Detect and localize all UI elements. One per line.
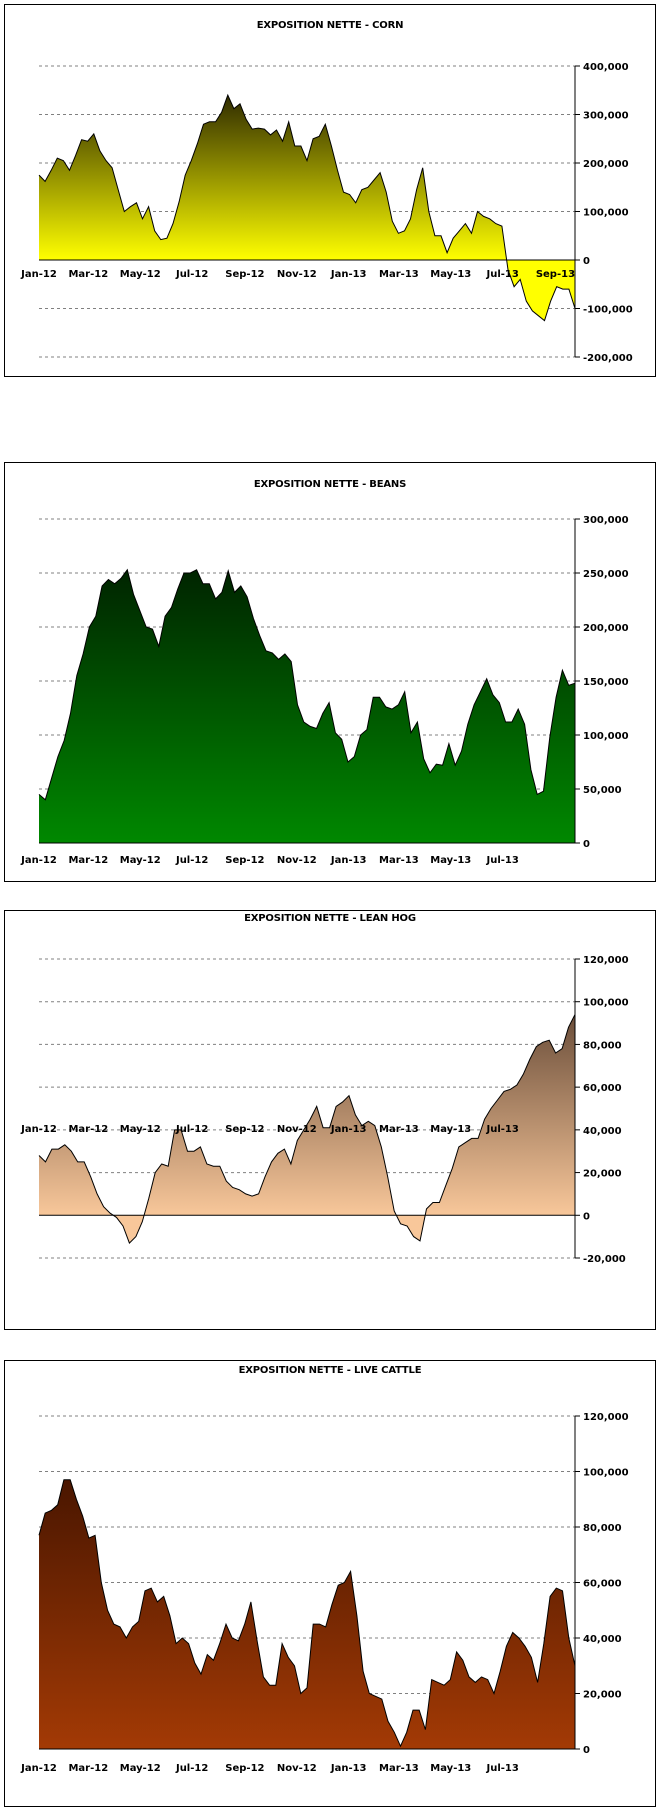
y-tick-label: 300,000 [583,111,629,122]
x-tick-label: Sep-12 [225,269,264,280]
x-tick-label: May-13 [430,1763,471,1774]
x-tick-label: May-12 [120,1763,161,1774]
y-tick-label: 0 [583,1211,590,1222]
x-tick-label: Jul-13 [486,1124,519,1135]
y-tick-label: 250,000 [583,569,629,580]
y-tick-label: 100,000 [583,731,629,742]
x-tick-label: Jan-12 [20,855,57,866]
x-tick-label: Jan-12 [20,1763,57,1774]
x-tick-label: May-13 [430,1124,471,1135]
corn-chart-panel: EXPOSITION NETTE - CORN 400,000 300,000 200… [4,4,656,377]
live-cattle-chart-panel: EXPOSITION NETTE - LIVE CATTLE 120,000 100… [4,1360,656,1807]
x-tick-label: Jan-12 [20,269,57,280]
x-tick-label: Mar-12 [68,855,108,866]
y-tick-label: 200,000 [583,623,629,634]
y-tick-label: 20,000 [583,1690,622,1701]
y-tick-label: 80,000 [583,1523,622,1534]
y-tick-label: -200,000 [583,353,633,364]
y-tick-label: 200,000 [583,159,629,170]
y-tick-label: 100,000 [583,1468,629,1479]
x-tick-label: Jul-13 [486,1763,519,1774]
y-tick-label: 40,000 [583,1126,622,1137]
x-tick-label: Mar-12 [68,1763,108,1774]
x-tick-label: May-13 [430,855,471,866]
y-tick-label: 120,000 [583,1412,629,1423]
x-tick-label: Nov-12 [277,1124,317,1135]
y-tick-label: 100,000 [583,208,629,219]
x-tick-label: Nov-12 [277,855,317,866]
live-cattle-net-exposure-area [39,1479,575,1749]
y-tick-label: 120,000 [583,955,629,966]
lean-hog-chart-panel: EXPOSITION NETTE - LEAN HOG 120,000 100,00… [4,910,656,1330]
x-tick-label: Nov-12 [277,269,317,280]
y-tick-label: -100,000 [583,305,633,316]
y-tick-label: 20,000 [583,1169,622,1180]
x-tick-label: May-12 [120,855,161,866]
y-tick-label: 0 [583,839,590,850]
x-tick-label: Jul-12 [175,1124,208,1135]
y-tick-label: 60,000 [583,1579,622,1590]
x-tick-label: Jul-12 [175,269,208,280]
x-tick-label: Mar-12 [68,269,108,280]
x-tick-label: Jan-13 [330,1124,367,1135]
x-tick-label: May-12 [120,269,161,280]
beans-net-exposure-area [39,569,575,843]
lean-hog-net-exposure-line [38,1014,576,1245]
x-tick-label: Jul-12 [175,1763,208,1774]
x-tick-label: Mar-13 [379,855,419,866]
x-tick-label: May-13 [430,269,471,280]
live-cattle-net-exposure-line [38,1479,576,1748]
chart-title: EXPOSITION NETTE - BEANS [254,479,406,490]
x-tick-label: Jul-13 [486,855,519,866]
y-tick-label: 400,000 [583,62,629,73]
x-tick-label: May-12 [120,1124,161,1135]
y-tick-label: 40,000 [583,1634,622,1645]
x-tick-label: Jan-13 [330,1763,367,1774]
x-tick-label: Jan-13 [330,855,367,866]
corn-net-exposure-line [38,93,576,322]
y-tick-label: 0 [583,1745,590,1756]
chart-title: EXPOSITION NETTE - CORN [257,20,404,31]
x-tick-label: Sep-12 [225,1763,264,1774]
y-tick-label: 100,000 [583,998,629,1009]
y-tick-label: 0 [583,256,590,267]
beans-chart-panel: EXPOSITION NETTE - BEANS 300,000 250,000 20… [4,462,656,882]
x-tick-label: Jan-13 [330,269,367,280]
x-tick-label: Jul-12 [175,855,208,866]
y-tick-label: 300,000 [583,515,629,526]
chart-title: EXPOSITION NETTE - LEAN HOG [244,913,416,924]
corn-net-exposure-area [39,95,575,321]
beans-net-exposure-line [38,568,576,801]
x-tick-label: Jul-13 [486,269,519,280]
chart-title: EXPOSITION NETTE - LIVE CATTLE [239,1365,422,1376]
x-tick-label: Mar-13 [379,1763,419,1774]
beans-chart-svg: EXPOSITION NETTE - BEANS 300,000 250,000 20… [20,479,629,866]
x-tick-label: Mar-13 [379,1124,419,1135]
x-tick-label: Jan-12 [20,1124,57,1135]
x-tick-label: Sep-13 [536,269,575,280]
y-tick-label: -20,000 [583,1254,626,1265]
y-tick-label: 60,000 [583,1083,622,1094]
x-tick-label: Sep-12 [225,1124,264,1135]
lean-hog-chart-svg: EXPOSITION NETTE - LEAN HOG 120,000 100,00… [20,913,629,1265]
corn-chart-svg: EXPOSITION NETTE - CORN 400,000 300,000 200… [20,20,633,364]
x-tick-label: Nov-12 [277,1763,317,1774]
x-tick-label: Mar-13 [379,269,419,280]
x-tick-label: Mar-12 [68,1124,108,1135]
lean-hog-net-exposure-area [39,1014,575,1244]
y-tick-label: 150,000 [583,677,629,688]
x-tick-label: Sep-12 [225,855,264,866]
y-tick-label: 50,000 [583,785,622,796]
y-tick-label: 80,000 [583,1040,622,1051]
live-cattle-chart-svg: EXPOSITION NETTE - LIVE CATTLE 120,000 100… [20,1365,629,1774]
